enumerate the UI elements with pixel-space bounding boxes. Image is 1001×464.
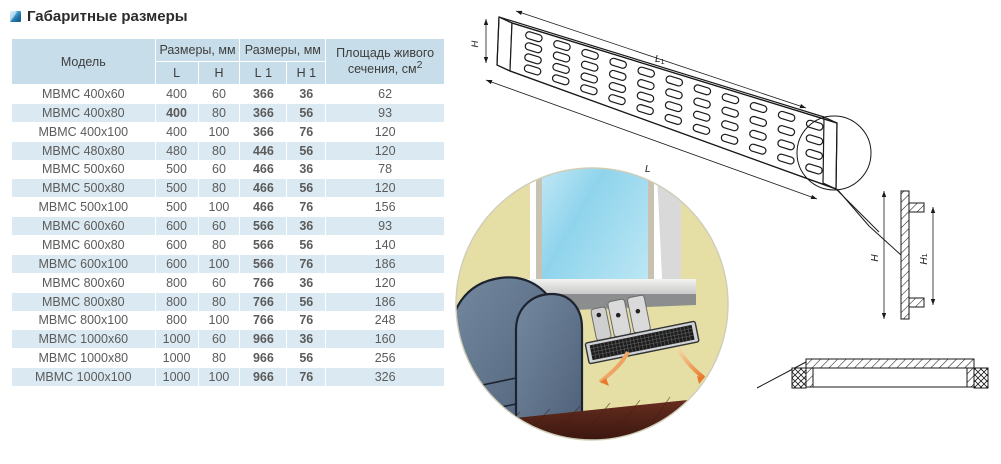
svg-text:H: H [470, 40, 481, 47]
svg-text:L: L [645, 164, 651, 175]
svg-text:L1: L1 [655, 54, 665, 66]
svg-text:H1: H1 [919, 253, 930, 264]
svg-text:H: H [870, 254, 881, 262]
